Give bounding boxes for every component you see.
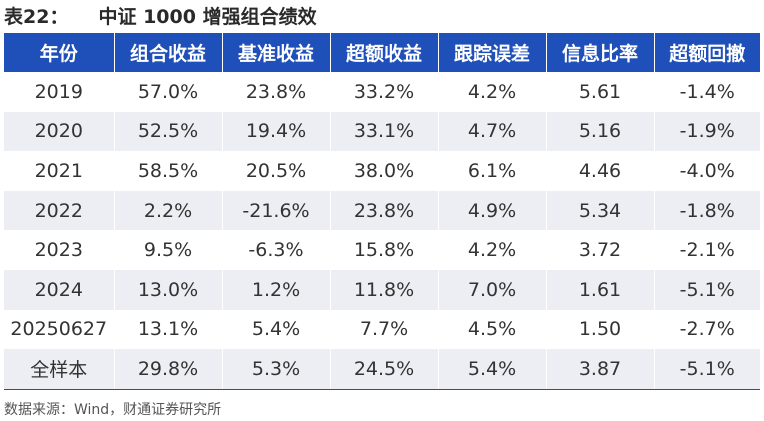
cell-tracking-error: 7.0% — [438, 269, 547, 310]
cell-portfolio-return: 13.0% — [114, 269, 223, 310]
table-row: 2019 57.0% 23.8% 33.2% 4.2% 5.61 -1.4% — [4, 72, 760, 112]
cell-excess-drawdown: -2.1% — [654, 230, 760, 270]
table-row: 2021 58.5% 20.5% 38.0% 6.1% 4.46 -4.0% — [4, 151, 760, 191]
cell-year: 20250627 — [4, 309, 115, 350]
table-number: 表22： — [4, 6, 69, 28]
cell-tracking-error: 5.4% — [438, 349, 547, 390]
cell-portfolio-return: 29.8% — [114, 349, 223, 390]
header-excess-return: 超额收益 — [330, 33, 439, 72]
cell-portfolio-return: 52.5% — [114, 111, 223, 152]
cell-excess-return: 15.8% — [330, 230, 439, 270]
cell-portfolio-return: 13.1% — [114, 309, 223, 350]
cell-year: 2021 — [4, 151, 115, 191]
cell-year: 2022 — [4, 190, 115, 231]
header-tracking-error: 跟踪误差 — [438, 33, 547, 72]
cell-information-ratio: 3.72 — [546, 230, 655, 270]
cell-tracking-error: 4.2% — [438, 230, 547, 270]
cell-year: 全样本 — [4, 349, 115, 390]
table-title: 表22： 中证 1000 增强组合绩效 — [4, 3, 317, 31]
table-row: 2024 13.0% 1.2% 11.8% 7.0% 1.61 -5.1% — [4, 269, 760, 310]
cell-excess-drawdown: -5.1% — [654, 349, 760, 390]
table-caption: 中证 1000 增强组合绩效 — [98, 6, 317, 28]
cell-excess-return: 24.5% — [330, 349, 439, 390]
cell-excess-drawdown: -1.8% — [654, 190, 760, 231]
table-row: 2020 52.5% 19.4% 33.1% 4.7% 5.16 -1.9% — [4, 111, 760, 152]
cell-year: 2024 — [4, 269, 115, 310]
cell-benchmark-return: -6.3% — [222, 230, 331, 270]
cell-tracking-error: 6.1% — [438, 151, 547, 191]
cell-information-ratio: 1.50 — [546, 309, 655, 350]
cell-benchmark-return: 19.4% — [222, 111, 331, 152]
cell-excess-drawdown: -4.0% — [654, 151, 760, 191]
cell-information-ratio: 3.87 — [546, 349, 655, 390]
cell-tracking-error: 4.9% — [438, 190, 547, 231]
cell-benchmark-return: -21.6% — [222, 190, 331, 231]
cell-tracking-error: 4.2% — [438, 72, 547, 112]
cell-information-ratio: 4.46 — [546, 151, 655, 191]
cell-excess-return: 7.7% — [330, 309, 439, 350]
cell-excess-return: 23.8% — [330, 190, 439, 231]
table-row: 2022 2.2% -21.6% 23.8% 4.9% 5.34 -1.8% — [4, 190, 760, 231]
cell-tracking-error: 4.5% — [438, 309, 547, 350]
cell-excess-drawdown: -2.7% — [654, 309, 760, 350]
header-year: 年份 — [4, 33, 115, 72]
cell-information-ratio: 5.61 — [546, 72, 655, 112]
cell-year: 2023 — [4, 230, 115, 270]
data-source-note: 数据来源：Wind，财通证券研究所 — [4, 402, 222, 418]
cell-information-ratio: 5.16 — [546, 111, 655, 152]
cell-excess-drawdown: -5.1% — [654, 269, 760, 310]
cell-year: 2019 — [4, 72, 115, 112]
table-header-row: 年份 组合收益 基准收益 超额收益 跟踪误差 信息比率 超额回撤 — [4, 33, 760, 72]
performance-table: 年份 组合收益 基准收益 超额收益 跟踪误差 信息比率 超额回撤 2019 57… — [4, 33, 760, 390]
cell-excess-return: 33.2% — [330, 72, 439, 112]
header-excess-drawdown: 超额回撤 — [654, 33, 760, 72]
cell-year: 2020 — [4, 111, 115, 152]
header-portfolio-return: 组合收益 — [114, 33, 223, 72]
cell-excess-return: 33.1% — [330, 111, 439, 152]
header-information-ratio: 信息比率 — [546, 33, 655, 72]
cell-benchmark-return: 1.2% — [222, 269, 331, 310]
cell-benchmark-return: 5.3% — [222, 349, 331, 390]
cell-portfolio-return: 58.5% — [114, 151, 223, 191]
cell-portfolio-return: 57.0% — [114, 72, 223, 112]
cell-portfolio-return: 9.5% — [114, 230, 223, 270]
cell-benchmark-return: 5.4% — [222, 309, 331, 350]
cell-excess-return: 11.8% — [330, 269, 439, 310]
cell-tracking-error: 4.7% — [438, 111, 547, 152]
cell-benchmark-return: 23.8% — [222, 72, 331, 112]
cell-information-ratio: 1.61 — [546, 269, 655, 310]
cell-excess-drawdown: -1.9% — [654, 111, 760, 152]
cell-excess-drawdown: -1.4% — [654, 72, 760, 112]
table-row: 2023 9.5% -6.3% 15.8% 4.2% 3.72 -2.1% — [4, 230, 760, 270]
table-row-total: 全样本 29.8% 5.3% 24.5% 5.4% 3.87 -5.1% — [4, 349, 760, 390]
header-benchmark-return: 基准收益 — [222, 33, 331, 72]
cell-information-ratio: 5.34 — [546, 190, 655, 231]
cell-portfolio-return: 2.2% — [114, 190, 223, 231]
cell-benchmark-return: 20.5% — [222, 151, 331, 191]
cell-excess-return: 38.0% — [330, 151, 439, 191]
table-row: 20250627 13.1% 5.4% 7.7% 4.5% 1.50 -2.7% — [4, 309, 760, 350]
